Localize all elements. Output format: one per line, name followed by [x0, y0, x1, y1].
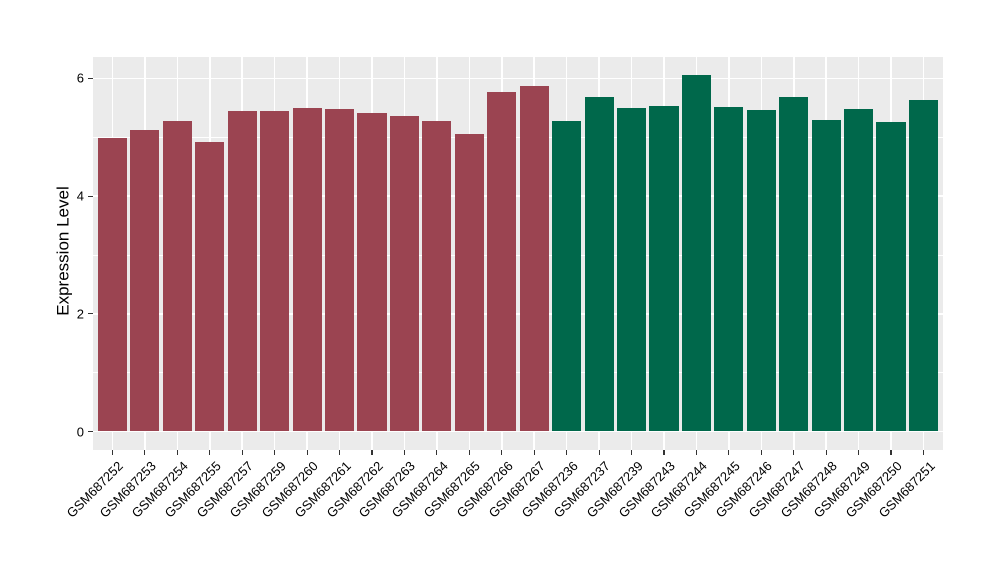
plot-panel: [93, 57, 943, 450]
x-axis-tick: [760, 450, 762, 455]
bar-GSM687254: [162, 121, 192, 432]
gridline-horizontal-major: [93, 195, 943, 197]
gridline-horizontal-major: [93, 77, 943, 80]
bar-GSM687251: [908, 100, 939, 432]
y-axis-tick: [87, 195, 93, 197]
x-axis-tick: [728, 450, 730, 455]
bar-GSM687255: [195, 141, 225, 432]
x-axis-tick: [663, 450, 665, 455]
bar-GSM687266: [487, 91, 517, 432]
bar-GSM687259: [260, 110, 290, 432]
bar-GSM687267: [519, 86, 549, 432]
bar-GSM687261: [324, 109, 355, 432]
x-axis-tick: [111, 450, 114, 455]
bar-GSM687239: [616, 108, 647, 432]
gridline-horizontal-major: [93, 313, 943, 315]
x-axis-tick: [695, 450, 698, 455]
bar-GSM687264: [422, 120, 452, 432]
x-axis-tick: [793, 450, 795, 455]
bar-GSM687247: [779, 97, 809, 432]
x-axis-tick: [825, 450, 827, 455]
gridline-horizontal-minor: [93, 136, 943, 138]
x-axis-tick: [436, 450, 438, 455]
bar-GSM687257: [227, 110, 257, 432]
gridline-horizontal-minor: [93, 372, 943, 373]
bar-GSM687253: [130, 130, 160, 432]
gridline-horizontal-minor: [93, 254, 943, 256]
bar-GSM687243: [649, 106, 679, 432]
x-axis-tick: [274, 450, 276, 455]
y-tick-label: 2: [76, 306, 84, 322]
bar-GSM687249: [844, 109, 874, 432]
bar-GSM687250: [876, 121, 906, 432]
y-axis-title-text: Expression Level: [53, 186, 73, 316]
gridline-horizontal-major: [93, 430, 943, 433]
x-axis-tick: [241, 450, 243, 455]
bar-GSM687244: [681, 74, 712, 432]
bar-GSM687236: [552, 120, 582, 432]
x-axis-tick: [306, 450, 308, 455]
y-tick-label: 6: [76, 70, 84, 86]
x-axis-tick: [858, 450, 860, 455]
bar-GSM687248: [811, 120, 841, 432]
x-axis-tick: [566, 450, 568, 455]
y-axis-tick: [87, 430, 93, 433]
x-axis-tick: [176, 450, 178, 455]
bar-GSM687263: [389, 116, 420, 432]
x-axis-tick: [144, 450, 146, 455]
bar-GSM687262: [357, 113, 387, 432]
y-tick-label: 0: [76, 424, 84, 439]
x-axis-tick: [371, 450, 373, 455]
y-axis-tick: [87, 77, 93, 79]
bar-GSM687252: [97, 138, 128, 432]
y-axis-tick: [87, 313, 93, 315]
x-axis-tick: [338, 450, 341, 455]
x-axis-tick: [403, 450, 406, 455]
x-axis-tick: [533, 450, 535, 455]
x-axis-tick: [209, 450, 211, 455]
x-axis-tick: [468, 450, 470, 455]
x-axis-tick: [598, 450, 600, 455]
bar-GSM687245: [714, 106, 744, 432]
bar-GSM687246: [746, 109, 776, 432]
x-axis-tick: [501, 450, 503, 455]
bar-GSM687260: [292, 107, 322, 432]
bar-GSM687265: [454, 134, 484, 432]
x-axis-tick: [890, 450, 892, 455]
bar-GSM687237: [584, 97, 614, 432]
y-tick-label: 4: [76, 188, 84, 204]
x-axis-tick: [630, 450, 633, 455]
x-axis-tick: [922, 450, 925, 455]
